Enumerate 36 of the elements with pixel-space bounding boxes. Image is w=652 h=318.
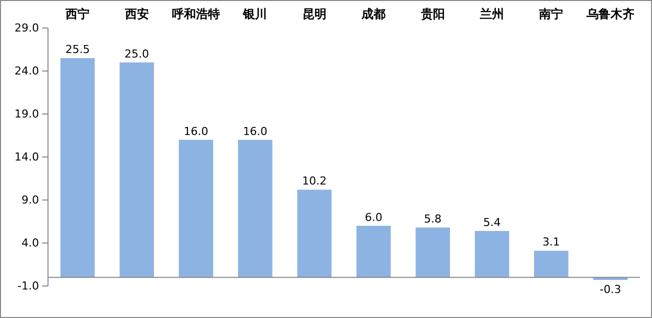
bar [356,226,391,278]
bar [178,140,214,278]
y-tick-label: 9.0 [22,194,39,207]
bar [416,228,450,278]
data-label: -0.3 [600,282,622,296]
bar [474,230,510,278]
x-tick-label: 贵阳 [420,7,445,21]
data-label: 5.8 [424,212,442,226]
data-label: 16.0 [184,124,208,138]
bar [534,250,568,278]
x-tick-label: 银川 [242,7,268,21]
x-tick-label: 成都 [360,7,386,21]
data-label: 16.0 [242,124,268,138]
y-tick-label: 14.0 [14,150,39,164]
x-tick-label: 西安 [124,7,149,21]
bar [297,190,332,278]
bar [238,140,272,278]
x-tick-label: 西宁 [64,7,90,21]
x-tick-label: 昆明 [302,7,326,21]
data-label: 6.0 [364,210,382,224]
x-tick-label: 南宁 [538,7,564,21]
data-label: 10.2 [302,174,327,188]
data-label: 3.1 [542,236,560,249]
x-tick-label: 兰州 [479,7,504,21]
data-label: 5.4 [483,216,501,229]
data-label: 25.5 [65,43,90,56]
y-tick-label: -1.0 [18,280,39,293]
data-label: 25.0 [124,47,150,60]
y-tick-label: 4.0 [22,236,39,250]
x-tick-label: 呼和浩特 [172,7,220,21]
bar [60,58,95,278]
x-tick-label: 乌鲁木齐 [585,7,634,21]
y-tick-label: 29.0 [14,22,39,35]
y-tick-label: 24.0 [14,64,39,78]
bar [120,62,154,278]
y-tick-label: 19.0 [14,108,39,121]
